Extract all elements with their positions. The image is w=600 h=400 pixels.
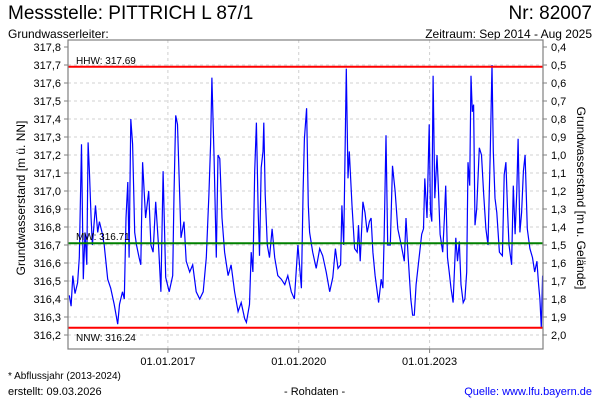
y-tick-label-right: 1,9 [551, 312, 566, 324]
plot-frame [67, 39, 544, 350]
y-tick-label: 317,1 [33, 168, 61, 180]
source-link[interactable]: Quelle: www.lfu.bayern.de [464, 386, 592, 398]
y-tick-label-right: 0,7 [551, 96, 566, 108]
y-tick-label: 317,3 [33, 132, 61, 144]
y-tick-label-right: 0,8 [551, 114, 566, 126]
y-tick-label-right: 0,4 [551, 42, 566, 54]
y-tick-label-right: 0,5 [551, 60, 566, 72]
y-tick-label: 316,4 [33, 294, 61, 306]
y-tick-label: 316,6 [33, 258, 61, 270]
y-tick-label: 317,4 [33, 114, 61, 126]
y-tick-label: 317,0 [33, 186, 61, 198]
x-tick-label: 01.01.2020 [271, 356, 326, 368]
y-tick-label-right: 1,3 [551, 204, 566, 216]
y-axis-label-right: Grundwasserstand [m u. Gelände] [574, 107, 588, 290]
reference-label-mw: MW: 316.71 [76, 232, 130, 243]
y-tick-label-right: 1,6 [551, 258, 566, 270]
y-tick-label-right: 1,8 [551, 294, 566, 306]
y-tick-label-right: 1,7 [551, 276, 566, 288]
reference-label-nnw: NNW: 316.24 [76, 333, 136, 344]
y-tick-label: 317,6 [33, 78, 61, 90]
y-tick-label: 317,2 [33, 150, 61, 162]
groundwater-level-line [68, 64, 544, 328]
y-tick-label: 317,5 [33, 96, 61, 108]
created-date: erstellt: 09.03.2026 [8, 386, 102, 398]
y-tick-label-right: 1,2 [551, 186, 566, 198]
x-tick-label: 01.01.2023 [402, 356, 457, 368]
footnote: * Abflussjahr (2013-2024) [8, 371, 121, 382]
y-tick-label: 317,7 [33, 60, 61, 72]
aquifer-label: Grundwasserleiter: [8, 27, 109, 41]
y-tick-label: 316,2 [33, 330, 61, 342]
y-tick-label: 316,8 [33, 222, 61, 234]
x-tick-label: 01.01.2017 [140, 356, 195, 368]
y-tick-label: 316,5 [33, 276, 61, 288]
y-tick-label-right: 0,9 [551, 132, 566, 144]
y-tick-label-right: 1,1 [551, 168, 566, 180]
station-title: Messstelle: PITTRICH L 87/1 [8, 3, 254, 24]
reference-label-hhw: HHW: 317.69 [76, 56, 136, 67]
y-tick-label: 316,7 [33, 240, 61, 252]
y-tick-label-right: 0,6 [551, 78, 566, 90]
y-tick-label-right: 1,5 [551, 240, 566, 252]
y-tick-label-right: 1,4 [551, 222, 566, 234]
y-axis-label: Grundwasserstand [m ü. NN] [14, 121, 28, 276]
y-tick-label-right: 2,0 [551, 330, 566, 342]
period-label: Zeitraum: Sep 2014 - Aug 2025 [425, 27, 592, 41]
y-tick-label: 316,3 [33, 312, 61, 324]
station-number: Nr: 82007 [508, 3, 592, 24]
y-tick-label: 317,8 [33, 42, 61, 54]
raw-data-label: - Rohdaten - [284, 386, 346, 398]
y-tick-label: 316,9 [33, 204, 61, 216]
y-tick-label-right: 1,0 [551, 150, 566, 162]
